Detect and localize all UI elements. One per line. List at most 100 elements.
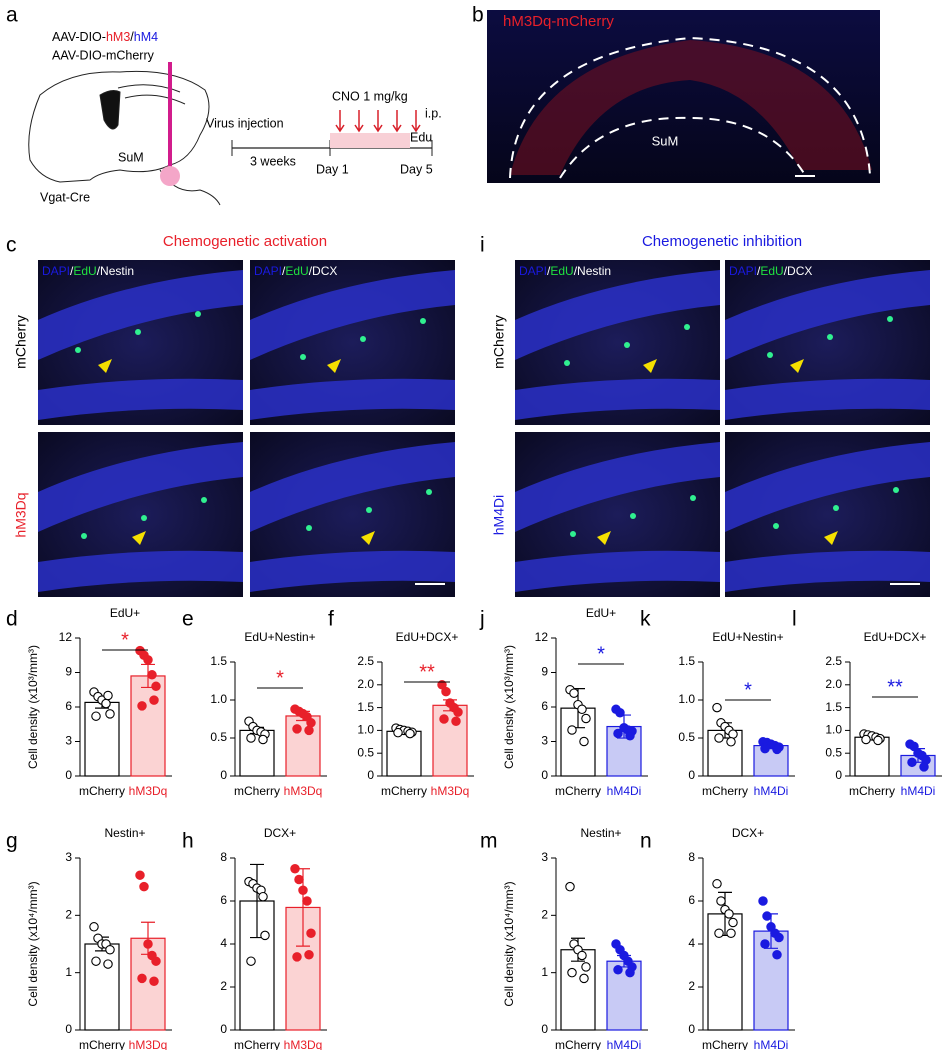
- data-point: [615, 707, 625, 718]
- arrowhead: [98, 359, 112, 373]
- ventricle: [99, 90, 121, 130]
- text: EdU: [760, 264, 783, 278]
- granule-layer: [515, 378, 720, 420]
- row-label: hM3Dq: [13, 492, 29, 537]
- mouse-label: Vgat-Cre: [40, 190, 90, 204]
- y-tick-label: 1.5: [678, 654, 695, 668]
- data-point: [716, 896, 726, 906]
- data-point: [304, 725, 314, 736]
- data-point: [726, 928, 736, 938]
- edu-cell: [893, 487, 899, 493]
- y-tick-label: 0: [688, 768, 695, 782]
- y-tick-label: 4: [688, 936, 695, 950]
- data-point: [304, 949, 314, 960]
- text: DAPI: [729, 264, 757, 278]
- data-point: [298, 885, 308, 895]
- panel-letter: k: [640, 608, 651, 631]
- data-point: [714, 928, 724, 938]
- text: /: [757, 264, 761, 278]
- data-point: [758, 896, 768, 906]
- x-tick-label: hM3Dq: [129, 1038, 168, 1050]
- x-tick-label: mCherry: [555, 1038, 601, 1050]
- region-label: SuM: [652, 133, 679, 148]
- panel-letter: b: [472, 4, 484, 27]
- x-tick-label: mCherry: [702, 784, 748, 798]
- row-label: hM4Di: [491, 495, 507, 535]
- row-label: mCherry: [13, 315, 29, 369]
- significance-label: **: [887, 676, 903, 698]
- edu-cell: [767, 352, 773, 358]
- granule-layer: [515, 270, 720, 360]
- y-tick-label: 1: [541, 965, 548, 979]
- data-point: [302, 896, 312, 906]
- granule-layer: [725, 550, 930, 592]
- text: /Nestin: [97, 264, 134, 278]
- text: /DCX: [784, 264, 813, 278]
- panel-labels: a b c i d e f j k l g h m n: [6, 4, 797, 853]
- cno-arrow: [411, 110, 421, 133]
- y-tick-label: 6: [220, 893, 227, 907]
- chart-title: DCX+: [264, 826, 296, 840]
- granule-layer: [250, 442, 455, 532]
- data-point: [306, 928, 316, 938]
- data-point: [101, 698, 111, 709]
- data-point: [762, 911, 772, 921]
- granule-layer: [250, 378, 455, 420]
- bar: [606, 960, 642, 1031]
- data-point: [139, 881, 149, 892]
- data-point: [151, 681, 161, 692]
- text: /DCX: [309, 264, 338, 278]
- y-tick-label: 12: [535, 630, 549, 644]
- cno-arrow: [335, 110, 345, 133]
- edu-cell: [306, 525, 312, 531]
- data-point: [258, 891, 268, 902]
- panel-letter: m: [480, 830, 498, 853]
- data-point: [728, 729, 738, 739]
- granule-layer: [38, 550, 243, 592]
- bar: [239, 729, 275, 777]
- x-tick-label: mCherry: [234, 784, 280, 798]
- arrowhead: [132, 531, 146, 545]
- text: hM4: [134, 30, 158, 44]
- edu-cell: [833, 505, 839, 511]
- data-point: [260, 930, 270, 941]
- data-point: [565, 881, 575, 892]
- y-tick-label: 2: [65, 908, 72, 922]
- data-point: [292, 952, 302, 962]
- edu-cell: [366, 507, 372, 513]
- granule-layer: [38, 378, 243, 420]
- chart-title: EdU+Nestin+: [244, 630, 315, 644]
- data-point: [760, 743, 770, 754]
- timeline-label: i.p.: [425, 106, 442, 120]
- data-point: [91, 711, 101, 721]
- data-point: [137, 701, 147, 711]
- chart-title: DCX+: [732, 826, 764, 840]
- significance-label: *: [744, 679, 752, 701]
- data-point: [135, 870, 145, 880]
- panel-title: Chemogenetic activation: [163, 233, 327, 250]
- data-point: [861, 734, 871, 745]
- timeline-label: Day 5: [400, 162, 433, 176]
- data-point: [774, 932, 784, 943]
- stain-label: DAPI/EdU/Nestin: [42, 264, 134, 278]
- region-outline: [509, 36, 871, 179]
- chart-title: EdU+DCX+: [396, 630, 459, 644]
- data-point: [613, 728, 623, 739]
- y-tick-label: 1.0: [210, 692, 227, 706]
- data-point: [907, 757, 917, 768]
- virus-label: AAV-DIO-hM3/hM4: [52, 30, 158, 44]
- bar: [84, 943, 120, 1031]
- x-tick-label: mCherry: [79, 784, 125, 798]
- data-point: [405, 728, 415, 739]
- x-tick-label: mCherry: [849, 784, 895, 798]
- edu-cell: [684, 324, 690, 330]
- micrographs: [38, 260, 930, 597]
- schematic-text: AAV-DIO-hM3/hM4 AAV-DIO-mCherry SuM Vgat…: [40, 30, 442, 204]
- region-label: SuM: [118, 150, 144, 164]
- y-tick-label: 0: [65, 1022, 72, 1036]
- y-tick-label: 0: [835, 768, 842, 782]
- data-point: [625, 967, 635, 978]
- timeline-label: Virus injection: [206, 116, 284, 130]
- y-tick-label: 4: [220, 936, 227, 950]
- hippocampus: [117, 84, 186, 105]
